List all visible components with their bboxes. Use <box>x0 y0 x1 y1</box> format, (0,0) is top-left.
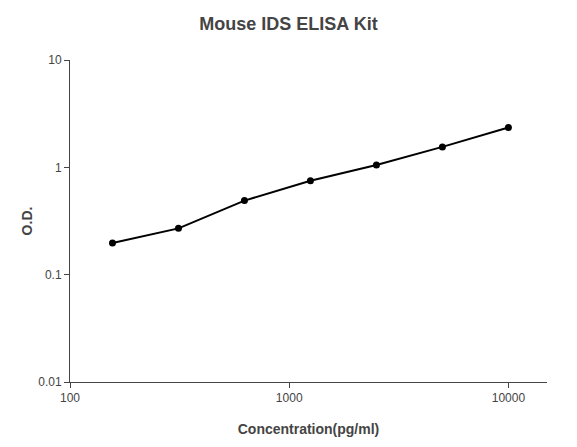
svg-text:0.1: 0.1 <box>45 268 62 282</box>
svg-text:Concentration(pg/ml): Concentration(pg/ml) <box>238 421 380 437</box>
svg-text:O.D.: O.D. <box>19 207 35 236</box>
svg-text:1: 1 <box>55 161 62 175</box>
svg-text:Mouse IDS ELISA Kit: Mouse IDS ELISA Kit <box>199 14 377 34</box>
svg-text:100: 100 <box>60 391 80 405</box>
svg-text:10: 10 <box>48 53 62 67</box>
svg-text:10000: 10000 <box>492 391 526 405</box>
svg-text:1000: 1000 <box>276 391 303 405</box>
svg-text:0.01: 0.01 <box>38 375 62 389</box>
